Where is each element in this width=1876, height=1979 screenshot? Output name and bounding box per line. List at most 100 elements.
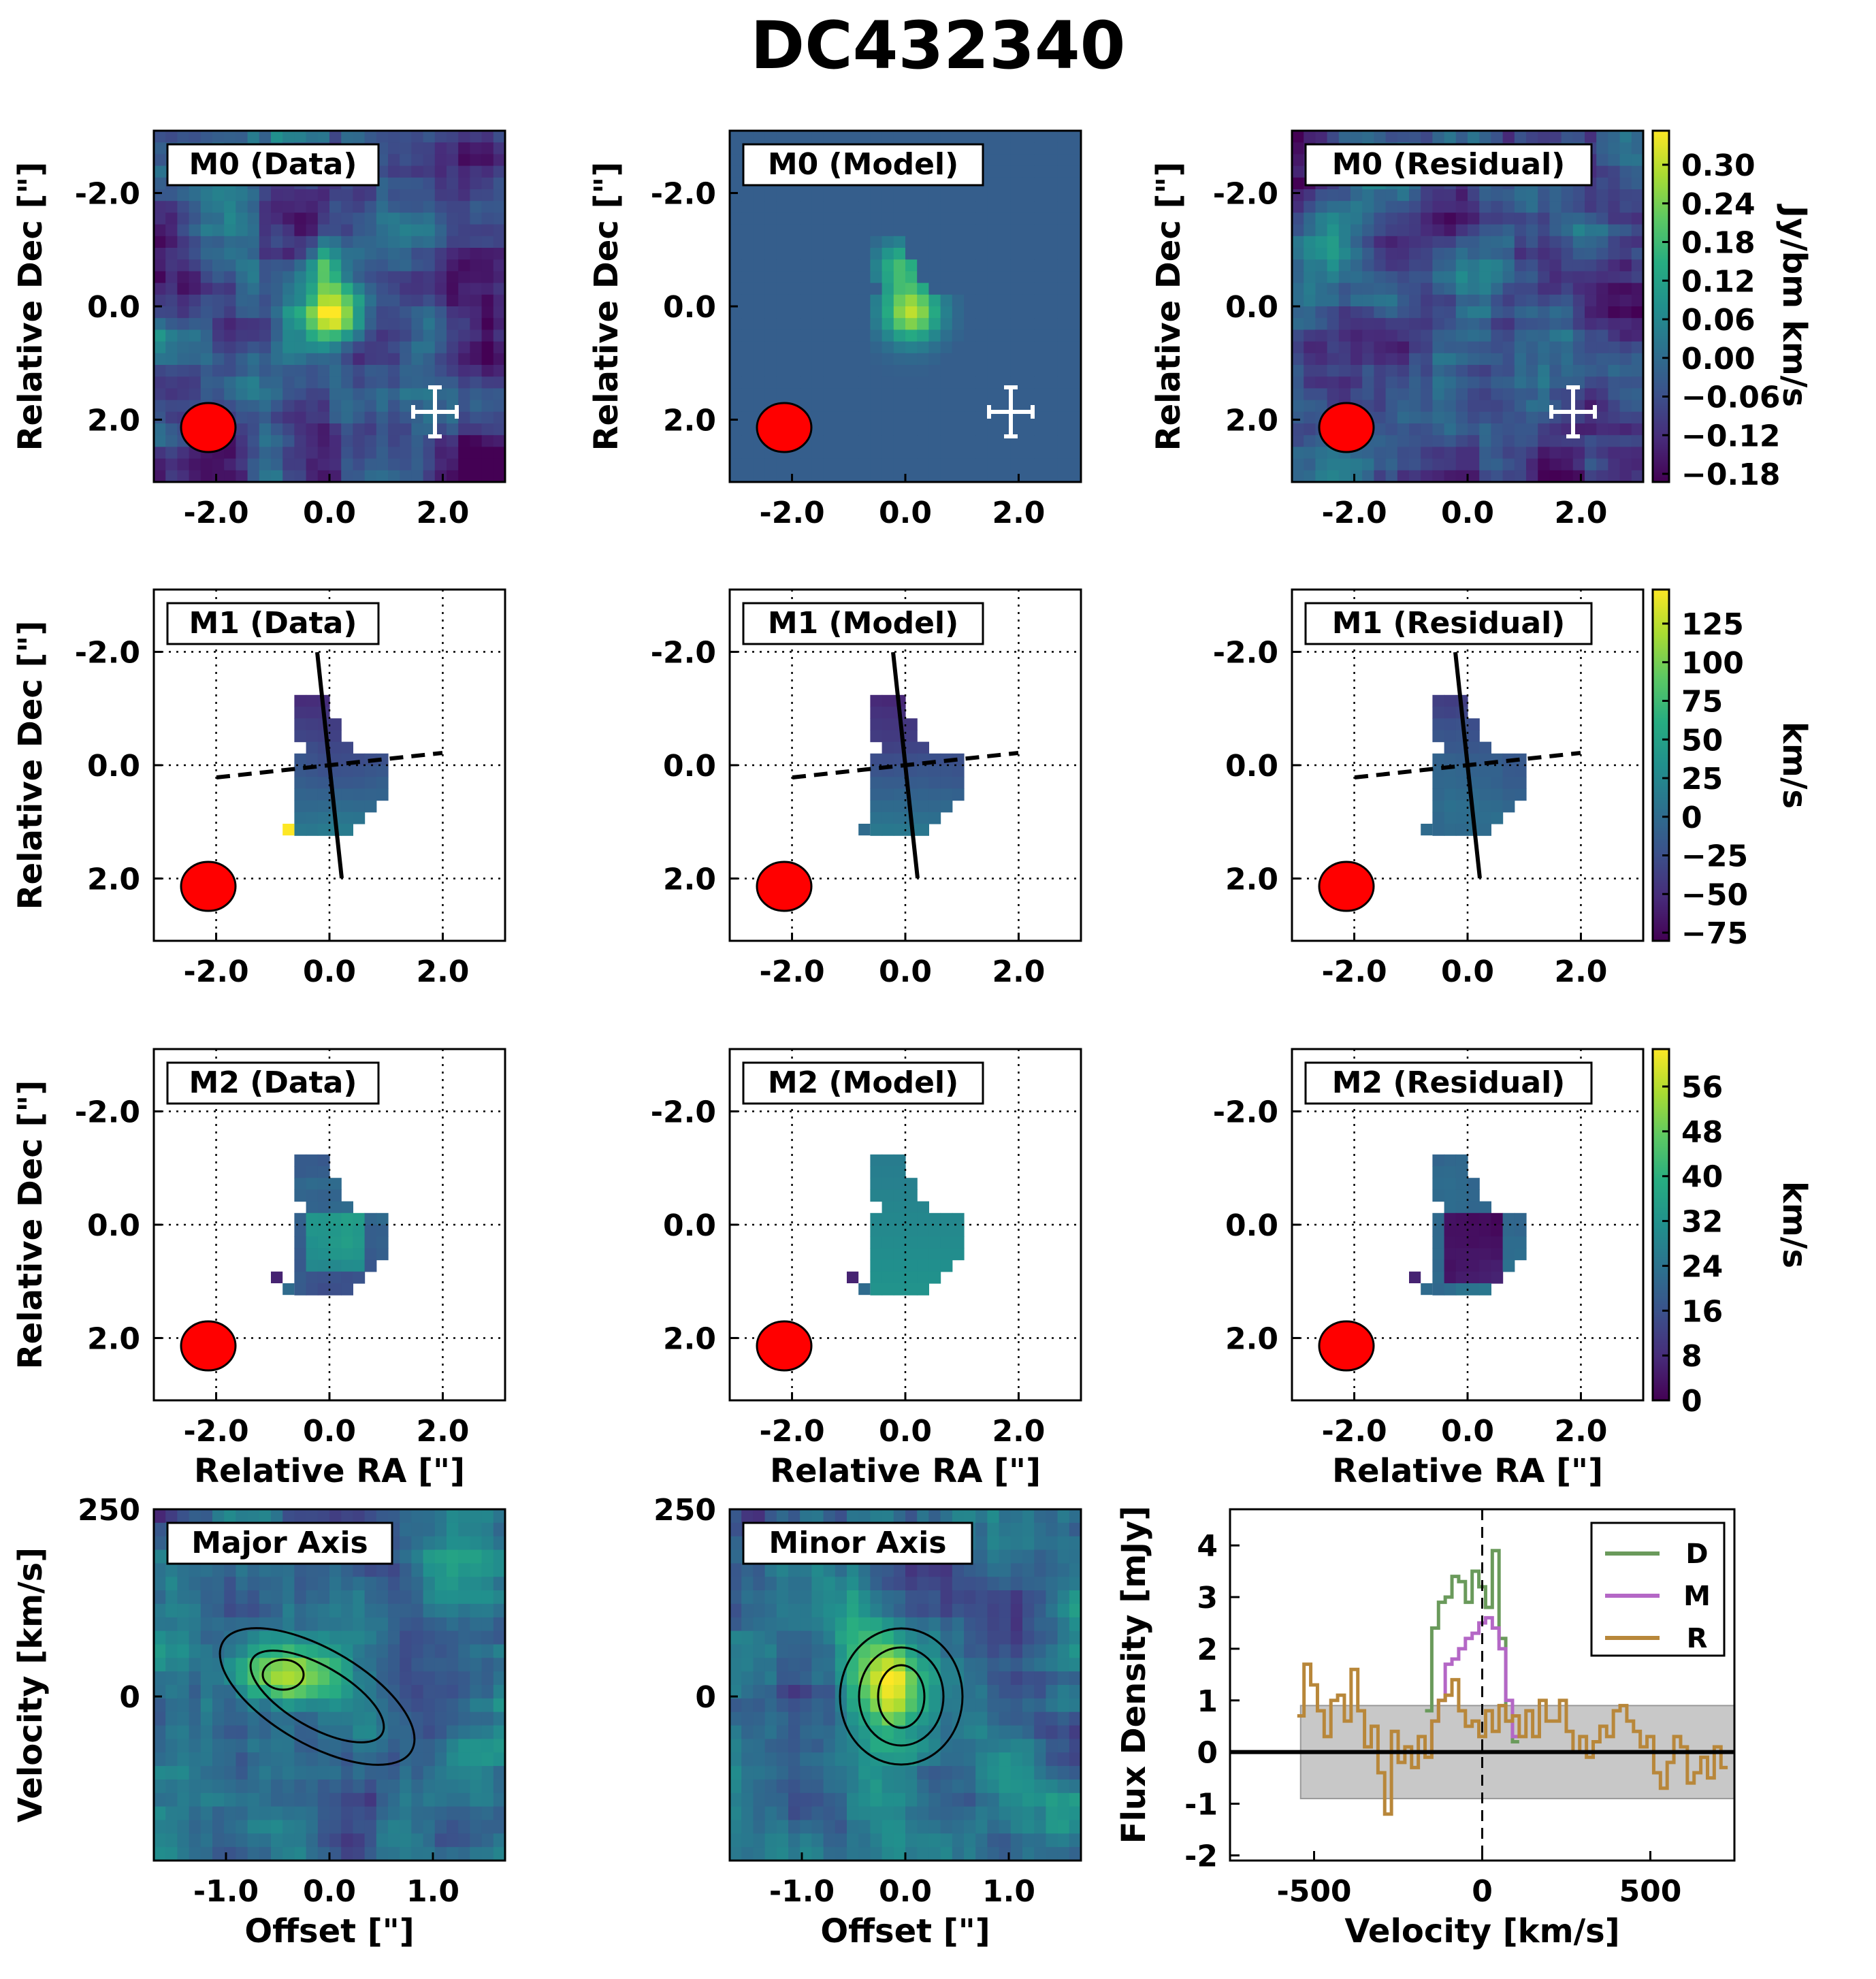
- pixel: [247, 1685, 260, 1699]
- pixel: [1491, 470, 1504, 482]
- pixel: [987, 212, 1000, 225]
- pixel: [905, 1617, 918, 1632]
- pixel: [1010, 224, 1023, 237]
- pixel: [1514, 212, 1527, 225]
- pixel: [905, 1658, 918, 1672]
- pixel: [1034, 189, 1046, 202]
- pixel: [470, 400, 483, 413]
- pixel: [811, 189, 824, 202]
- pixel: [776, 1671, 789, 1686]
- pixel: [1585, 131, 1597, 143]
- pixel: [823, 131, 836, 143]
- pixel: [341, 1806, 353, 1821]
- pixel: [870, 707, 883, 719]
- pixel: [411, 353, 424, 366]
- pixel: [975, 1739, 988, 1753]
- x-tick-label: 0.0: [1441, 1414, 1494, 1449]
- pixel: [730, 318, 742, 330]
- pixel: [1022, 283, 1035, 295]
- pixel: [1022, 177, 1035, 190]
- pixel: [1549, 341, 1562, 354]
- pixel: [317, 1212, 330, 1225]
- pixel: [1502, 236, 1515, 248]
- pixel: [1069, 248, 1081, 260]
- pixel: [823, 1630, 836, 1645]
- pixel: [1034, 376, 1046, 389]
- pixel: [423, 458, 436, 471]
- pixel: [1397, 388, 1410, 401]
- pixel: [212, 212, 225, 225]
- pixel: [905, 1820, 918, 1834]
- pixel: [1057, 201, 1070, 213]
- pixel: [730, 131, 742, 143]
- pixel: [470, 1766, 483, 1780]
- pixel: [376, 283, 389, 295]
- pixel: [400, 341, 412, 354]
- pixel: [447, 165, 459, 178]
- pixel: [975, 236, 988, 248]
- pixel: [870, 400, 883, 413]
- pixel: [306, 212, 319, 225]
- pixel: [1034, 177, 1046, 190]
- pixel: [353, 1617, 366, 1632]
- pixel: [165, 224, 178, 237]
- pixel: [177, 458, 190, 471]
- pixel: [317, 306, 330, 319]
- pixel: [940, 259, 953, 272]
- pixel: [1315, 189, 1328, 202]
- pixel: [1034, 1766, 1046, 1780]
- pixel: [447, 353, 459, 366]
- pixel: [893, 1201, 906, 1214]
- panel-label: M0 (Data): [189, 147, 357, 182]
- pixel: [1034, 1671, 1046, 1686]
- pixel: [1538, 435, 1550, 447]
- pixel: [788, 470, 800, 482]
- pixel: [154, 458, 166, 471]
- pixel: [353, 435, 366, 447]
- pixel: [200, 131, 213, 143]
- pixel: [189, 283, 201, 295]
- pixel: [1409, 318, 1421, 330]
- pixel: [1057, 1711, 1070, 1726]
- pixel: [447, 1766, 459, 1780]
- pixel: [236, 388, 248, 401]
- pixel: [1046, 1698, 1058, 1713]
- pixel: [811, 1766, 824, 1780]
- pixel: [811, 353, 824, 366]
- pixel: [317, 248, 330, 260]
- y-tick-label: 2.0: [1225, 862, 1278, 897]
- pixel: [1362, 224, 1374, 237]
- pixel: [1502, 353, 1515, 366]
- pixel: [1010, 318, 1023, 330]
- pixel: [1608, 318, 1621, 330]
- pixel: [870, 1779, 883, 1794]
- pixel: [212, 1779, 225, 1794]
- pixel: [1631, 201, 1643, 213]
- pixel: [1034, 1603, 1046, 1618]
- pixel: [458, 1685, 470, 1699]
- pixel: [317, 376, 330, 389]
- pixel: [1608, 470, 1621, 482]
- pixel: [470, 165, 483, 178]
- pixel: [1327, 294, 1340, 307]
- pixel: [341, 1617, 353, 1632]
- pixel: [1046, 1711, 1058, 1726]
- pixel: [870, 236, 883, 248]
- pixel: [753, 201, 766, 213]
- pixel: [905, 1259, 918, 1272]
- pixel: [905, 248, 918, 260]
- pixel: [1468, 341, 1480, 354]
- pixel: [776, 1577, 789, 1591]
- pixel: [1619, 189, 1632, 202]
- pixel: [224, 294, 236, 307]
- pixel: [200, 376, 213, 389]
- pixel: [259, 447, 272, 460]
- pixel: [823, 1792, 836, 1807]
- pixel: [1057, 376, 1070, 389]
- pixel: [753, 1739, 766, 1753]
- pixel: [247, 248, 260, 260]
- pixel: [1572, 283, 1585, 295]
- pixel: [1455, 1248, 1468, 1261]
- pixel: [1421, 283, 1433, 295]
